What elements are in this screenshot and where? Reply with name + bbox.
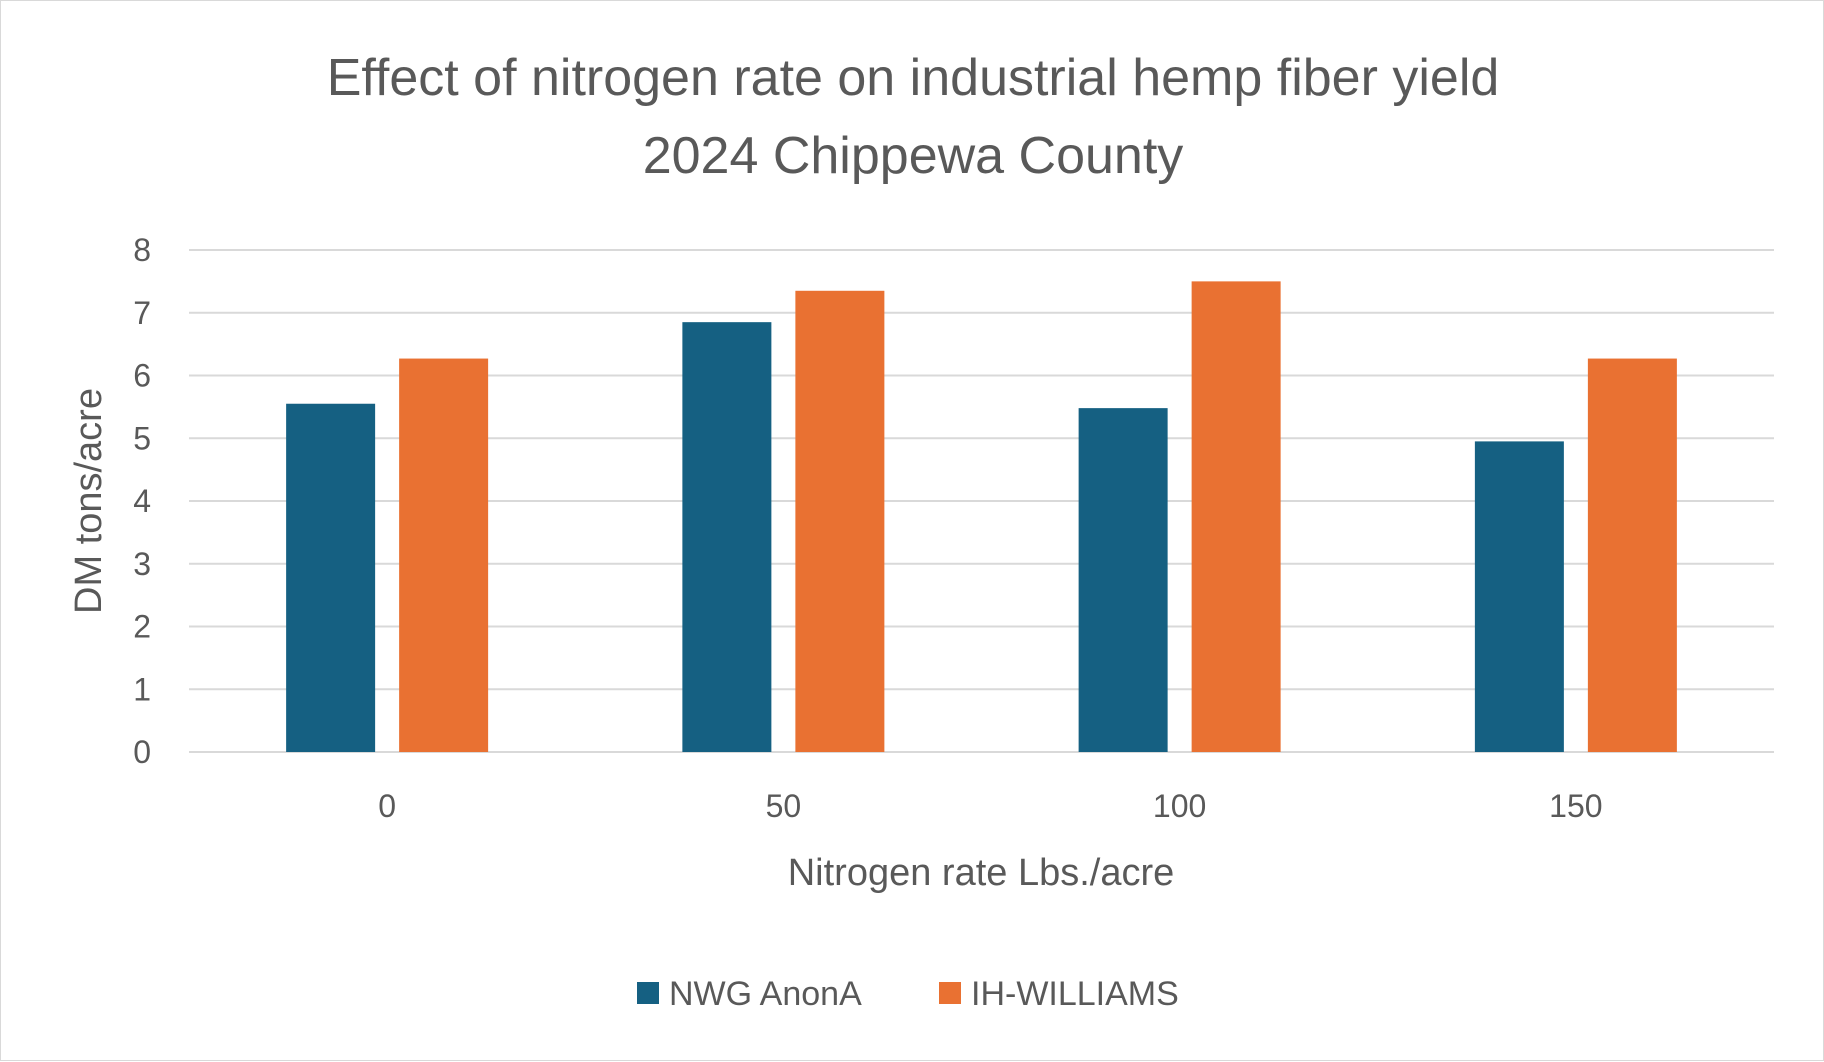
- y-tick-label: 4: [133, 483, 151, 519]
- y-tick-label: 5: [133, 420, 151, 456]
- legend-swatch: [637, 982, 659, 1004]
- y-tick-label: 0: [133, 734, 151, 770]
- y-tick-label: 2: [133, 609, 151, 645]
- bar-ih-williams-150: [1587, 358, 1677, 752]
- legend-label: IH-WILLIAMS: [971, 975, 1179, 1013]
- x-tick-label: 0: [378, 788, 396, 824]
- legend-swatch: [939, 982, 961, 1004]
- bar-ih-williams-100: [1191, 281, 1281, 752]
- x-tick-label: 150: [1549, 788, 1602, 824]
- chart-subtitle: 2024 Chippewa County: [643, 127, 1184, 185]
- legend: NWG AnonA IH-WILLIAMS: [637, 975, 1179, 1013]
- x-tick-label: 100: [1153, 788, 1206, 824]
- bar-ih-williams-50: [795, 290, 885, 752]
- y-axis-ticks: 0 1 2 3 4 5 6 7 8: [133, 232, 151, 770]
- y-tick-label: 8: [133, 232, 151, 268]
- bar-ih-williams-0: [399, 358, 489, 752]
- x-axis-label: Nitrogen rate Lbs./acre: [788, 852, 1175, 894]
- y-tick-label: 6: [133, 358, 151, 394]
- bar-nwg-anona-150: [1474, 441, 1564, 752]
- x-tick-label: 50: [766, 788, 802, 824]
- bar-nwg-anona-100: [1078, 408, 1168, 752]
- bar-nwg-anona-0: [286, 403, 376, 752]
- x-axis-ticks: 0 50 100 150: [378, 788, 1602, 824]
- y-tick-label: 7: [133, 295, 151, 331]
- bar-nwg-anona-50: [682, 322, 772, 752]
- y-tick-label: 1: [133, 671, 151, 707]
- chart-title: Effect of nitrogen rate on industrial he…: [327, 49, 1500, 107]
- legend-label: NWG AnonA: [669, 975, 862, 1013]
- bars: [286, 281, 1677, 752]
- y-axis-label: DM tons/acre: [68, 388, 110, 614]
- y-tick-label: 3: [133, 546, 151, 582]
